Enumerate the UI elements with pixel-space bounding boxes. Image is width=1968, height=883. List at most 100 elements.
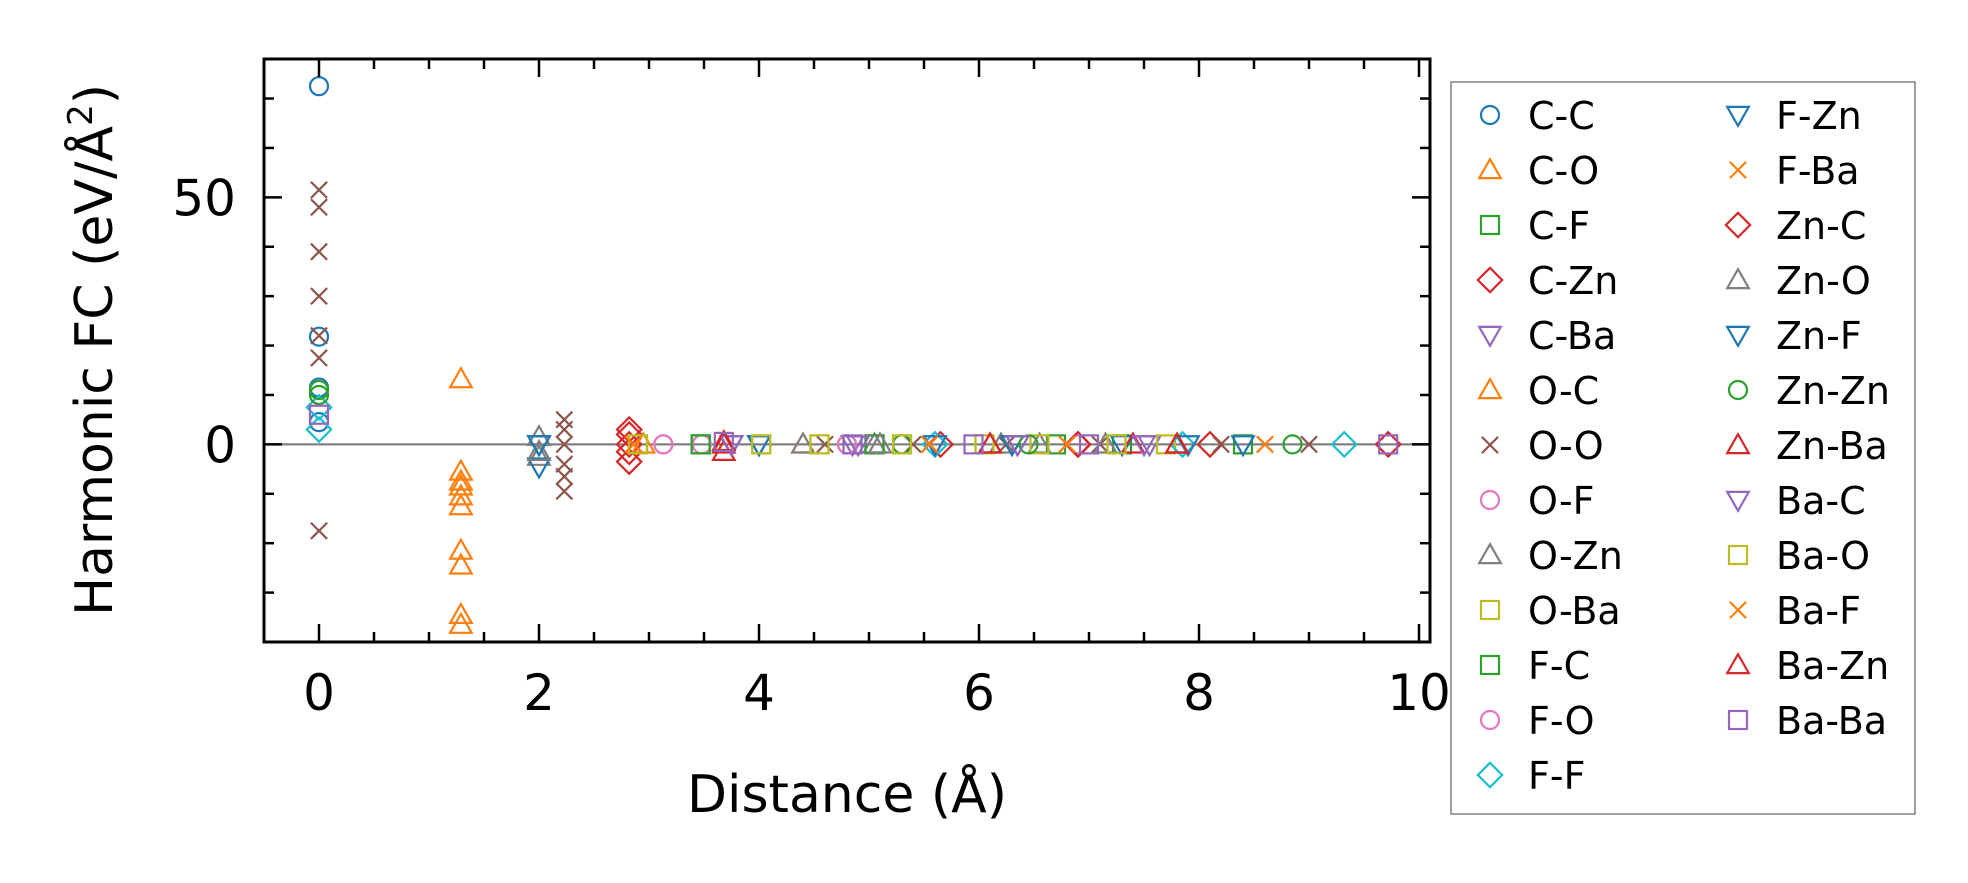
data-point (920, 435, 939, 454)
data-point (1058, 435, 1076, 454)
legend-marker (1477, 156, 1503, 180)
data-point (310, 198, 328, 217)
data-point (1029, 434, 1050, 455)
data-point (1106, 434, 1127, 455)
data-point (526, 438, 552, 461)
data-point (711, 431, 737, 454)
data-point (555, 420, 574, 439)
data-point (713, 431, 734, 453)
legend-marker (1479, 489, 1501, 511)
data-point (308, 76, 330, 97)
x-tick-label: 0 (303, 664, 335, 722)
legend-item-f-zn: F-Zn (1725, 94, 1862, 138)
data-point (867, 431, 893, 454)
data-point (842, 434, 863, 455)
data-point (1067, 434, 1089, 455)
legend-label: C-Zn (1528, 259, 1618, 303)
data-point (526, 457, 552, 480)
series-f-f (305, 393, 1358, 459)
data-point (718, 435, 745, 458)
legend-label: Zn-Ba (1776, 424, 1888, 468)
x-tick-label: 2 (523, 664, 555, 722)
series-ba-o (627, 434, 1127, 455)
data-point (809, 434, 830, 455)
legend-label: F-Ba (1776, 149, 1860, 193)
legend-item-zn-ba: Zn-Ba (1725, 424, 1888, 468)
legend-label: C-C (1528, 94, 1595, 138)
legend-label: F-C (1528, 644, 1590, 688)
legend-label: O-F (1528, 479, 1595, 523)
data-point (1256, 435, 1274, 454)
legend-item-ba-f: Ba-F (1729, 589, 1861, 633)
data-point (448, 611, 474, 634)
series-c-c (308, 76, 330, 433)
data-point (1282, 434, 1303, 455)
legend-item-zn-zn: Zn-Zn (1727, 369, 1890, 413)
data-point (555, 435, 574, 454)
data-point (526, 435, 552, 458)
legend-marker (1725, 490, 1751, 514)
series-o-zn (526, 423, 1053, 466)
legend-marker (1477, 325, 1503, 349)
data-point (305, 393, 333, 422)
legend-label: C-Ba (1528, 314, 1616, 358)
data-point (1004, 435, 1031, 458)
legend-label: O-O (1528, 424, 1604, 468)
legend-label: O-Ba (1528, 589, 1621, 633)
data-point (816, 435, 834, 454)
legend-label: O-C (1528, 369, 1599, 413)
legend-label: Ba-Ba (1776, 699, 1887, 743)
legend-item-o-f: O-F (1479, 479, 1595, 523)
legend-marker (1479, 214, 1501, 236)
data-point (526, 443, 552, 466)
data-point (448, 601, 474, 625)
data-point (448, 468, 474, 491)
data-point (615, 447, 643, 476)
data-point (653, 434, 674, 455)
legend-label: F-Zn (1776, 94, 1862, 138)
data-point (308, 379, 330, 401)
data-point (1092, 431, 1119, 454)
data-point (308, 412, 330, 433)
data-point (624, 435, 643, 454)
data-point (310, 287, 328, 306)
legend-marker (1479, 104, 1501, 126)
legend-item-f-f: F-F (1476, 754, 1585, 798)
data-point (448, 537, 474, 560)
data-point (310, 181, 328, 199)
data-point (310, 242, 328, 261)
legend-label: F-F (1528, 754, 1585, 798)
data-point (555, 467, 574, 486)
x-tick-label: 4 (743, 664, 775, 722)
data-point (1175, 435, 1201, 458)
legend-marker (1476, 266, 1504, 294)
legend-item-ba-c: Ba-C (1725, 479, 1866, 523)
legend-item-o-c: O-C (1477, 369, 1599, 413)
legend-item-c-f: C-F (1479, 204, 1590, 248)
legend-item-c-o: C-O (1477, 149, 1599, 193)
legend-item-zn-c: Zn-C (1724, 204, 1866, 248)
data-point (448, 458, 474, 481)
x-tick-label: 10 (1387, 664, 1451, 722)
legend-item-f-o: F-O (1479, 699, 1595, 743)
legend-label: Zn-C (1776, 204, 1866, 248)
data-point (308, 384, 330, 406)
data-point (690, 434, 711, 455)
data-point (305, 415, 333, 444)
series-zn-zn (308, 379, 1303, 455)
legend-item-o-ba: O-Ba (1479, 589, 1621, 633)
data-point (1131, 435, 1157, 458)
legend-marker (1479, 599, 1501, 621)
data-point (448, 366, 474, 389)
legend-label: Zn-O (1776, 259, 1871, 303)
x-tick-label: 8 (1183, 664, 1215, 722)
data-point (904, 435, 922, 454)
legend-item-o-zn: O-Zn (1477, 534, 1623, 578)
legend-item-zn-o: Zn-O (1725, 259, 1871, 303)
legend-marker (1477, 376, 1503, 400)
legend-marker (1479, 654, 1501, 676)
legend-marker (1725, 266, 1751, 290)
y-tick-label: 50 (172, 169, 236, 227)
data-point (977, 431, 1003, 454)
legend-marker (1481, 436, 1499, 454)
